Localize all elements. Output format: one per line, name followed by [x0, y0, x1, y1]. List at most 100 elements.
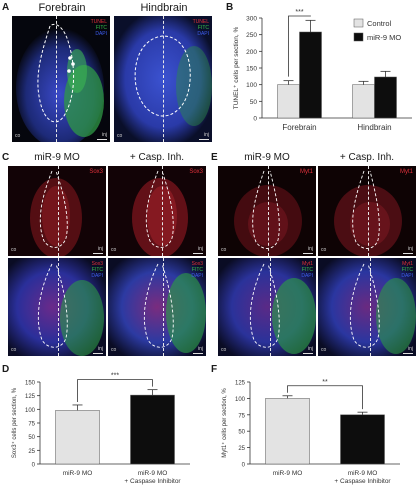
y-tick-label: 50: [28, 435, 35, 441]
tag-tunel: TUNEL: [90, 19, 107, 25]
tag-sox3: Sox3: [189, 169, 203, 175]
control-side-label: co: [321, 247, 327, 253]
injected-side-label: inj: [101, 132, 107, 138]
micrograph-myt1-inhibitor-merge: Myt1 FITC DAPI co inj: [318, 258, 416, 356]
x-tick-label-line: + Caspase Inhibitor: [334, 478, 391, 485]
bar: [340, 414, 385, 465]
x-tick-label: Hindbrain: [357, 123, 391, 132]
tag-sox3: Sox3: [91, 261, 103, 267]
x-tick-label: miR-9 MO + Caspase Inhibitor: [334, 470, 391, 485]
injected-side-label: inj: [407, 346, 413, 352]
scale-bar: [93, 353, 103, 354]
y-tick-label: 50: [250, 99, 258, 106]
y-tick-label: 0: [253, 116, 257, 123]
x-tick-label: miR-9 MO: [273, 470, 303, 477]
control-side-label: co: [321, 347, 327, 353]
tag-dapi: DAPI: [301, 273, 313, 279]
control-side-label: co: [11, 347, 17, 353]
micrograph-myt1-inhibitor: Myt1 co inj: [318, 166, 416, 256]
y-tick-label: 200: [246, 49, 257, 56]
tag-fitc: FITC: [197, 25, 209, 31]
y-tick-label: 125: [235, 381, 246, 387]
chart-sox3: 0 25 50 75 100 125 150 Sox3⁺ cells per section,…: [11, 373, 190, 485]
y-tick-label: 100: [246, 82, 257, 89]
y-tick-label: 75: [28, 422, 35, 428]
scale-bar: [193, 353, 203, 354]
y-axis-label: Myt1⁺ cells per section, %: [221, 388, 228, 458]
micrograph-forebrain: TUNEL FITC DAPI co inj: [12, 16, 110, 142]
tag-tunel: TUNEL: [192, 19, 209, 25]
tag-dapi: DAPI: [91, 273, 103, 279]
control-side-label: co: [15, 133, 21, 139]
injected-side-label: inj: [407, 246, 413, 252]
x-tick-label-line: + Caspase Inhibitor: [124, 478, 181, 485]
legend-swatch: [353, 18, 364, 28]
micrograph-sox3-inhibitor: Sox3 co inj: [108, 166, 206, 256]
myt1-stain-image: [318, 166, 416, 256]
injected-side-label: inj: [97, 246, 103, 252]
chart-myt1: 0 25 50 75 100 125 Myt1⁺ cells per section, % m…: [221, 379, 400, 485]
panel-label-d: D: [2, 364, 10, 375]
scale-bar: [97, 139, 107, 140]
tag-fitc: FITC: [91, 267, 103, 273]
tag-sox3: Sox3: [191, 261, 203, 267]
tag-fitc: FITC: [401, 267, 413, 273]
midline-marker: [58, 166, 59, 256]
bar: [299, 31, 322, 119]
scale-bar: [199, 139, 209, 140]
injected-side-label: inj: [203, 132, 209, 138]
y-axis-label: TUNEL⁺ cells per section, %: [233, 27, 240, 110]
legend-swatch: [353, 32, 364, 42]
legend-label: miR-9 MO: [367, 33, 401, 42]
stain-legend: TUNEL FITC DAPI: [193, 19, 209, 37]
myt1-merge-image: [218, 258, 316, 356]
micrograph-myt1-mo-merge: Myt1 FITC DAPI co inj: [218, 258, 316, 356]
panel-c-title-mo: miR-9 MO: [34, 152, 80, 163]
bar: [265, 398, 310, 465]
bar: [352, 84, 375, 119]
panel-label-c: C: [2, 152, 10, 163]
scale-bar: [303, 253, 313, 254]
panel-e-title-inhibitor: + Casp. Inh.: [339, 152, 395, 163]
sox3-stain-image: [8, 166, 106, 256]
midline-marker: [268, 166, 269, 256]
control-side-label: co: [221, 247, 227, 253]
micrograph-sox3-mo: Sox3 co inj: [8, 166, 106, 256]
tag-myt1: Myt1: [302, 261, 313, 267]
tag-myt1: Myt1: [399, 169, 413, 175]
myt1-stain-image: [218, 166, 316, 256]
tag-dapi: DAPI: [95, 31, 107, 37]
x-tick-label: miR-9 MO: [63, 470, 93, 477]
stain-legend: TUNEL FITC DAPI: [91, 19, 107, 37]
tag-fitc: FITC: [301, 267, 313, 273]
control-side-label: co: [221, 347, 227, 353]
y-tick-label: 25: [238, 446, 245, 452]
panel-a-title-hindbrain: Hindbrain: [140, 2, 188, 14]
y-tick-label: 25: [28, 449, 35, 455]
significance-label: ***: [295, 9, 303, 16]
y-axis-label: Sox3⁺ cells per section, %: [11, 387, 18, 458]
y-tick-label: 250: [246, 32, 257, 39]
y-tick-label: 0: [242, 463, 246, 469]
control-side-label: co: [111, 247, 117, 253]
midline-marker: [56, 16, 57, 142]
sox3-stain-image: [108, 166, 206, 256]
stain-legend: Sox3 FITC DAPI: [91, 261, 103, 279]
y-tick-label: 100: [235, 397, 246, 403]
y-tick-label: 75: [238, 413, 245, 419]
y-tick-label: 300: [246, 16, 257, 23]
tag-dapi: DAPI: [197, 31, 209, 37]
panel-label-e: E: [211, 152, 218, 163]
x-tick-label-line: miR-9 MO: [138, 470, 168, 477]
midline-marker: [58, 258, 59, 356]
micrograph-hindbrain: TUNEL FITC DAPI co inj: [114, 16, 212, 142]
tag-myt1: Myt1: [402, 261, 413, 267]
y-tick-label: 0: [32, 463, 36, 469]
micrograph-sox3-inhibitor-merge: Sox3 FITC DAPI co inj: [108, 258, 206, 356]
x-tick-label: Forebrain: [282, 123, 316, 132]
significance-bracket: [288, 15, 311, 77]
sox3-merge-image: [108, 258, 206, 356]
scale-bar: [93, 253, 103, 254]
bar: [277, 84, 300, 119]
scale-bar: [303, 353, 313, 354]
